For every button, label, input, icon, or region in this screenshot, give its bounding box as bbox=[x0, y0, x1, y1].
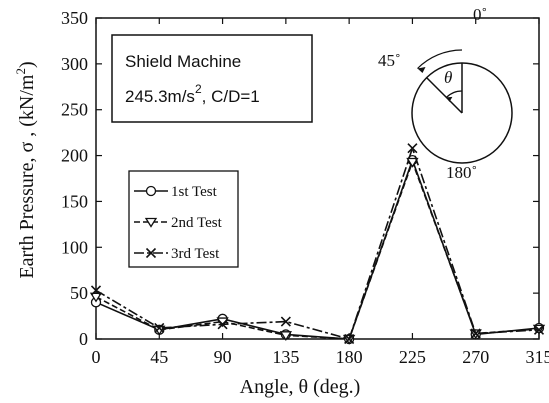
data-point bbox=[279, 331, 293, 342]
annotation-line-2: 245.3m/s2, C/D=1 bbox=[125, 82, 260, 106]
legend: 1st Test 2nd Test 3rd Test bbox=[128, 170, 239, 268]
legend-label: 1st Test bbox=[171, 184, 218, 200]
legend-marker bbox=[145, 247, 157, 259]
y-tick-label: 100 bbox=[61, 237, 88, 257]
data-point bbox=[154, 322, 165, 334]
x-tick-label: 270 bbox=[462, 347, 489, 367]
inset-outer-arrow-head bbox=[417, 67, 426, 73]
y-tick-label: 300 bbox=[61, 54, 88, 74]
legend-item-3: 3rd Test bbox=[134, 246, 220, 262]
x-tick-label: 135 bbox=[272, 347, 299, 367]
data-point bbox=[280, 316, 291, 327]
data-point bbox=[217, 319, 228, 330]
data-point bbox=[344, 333, 355, 345]
y-axis-title-main: Earth Pressure, σ , (kN/m bbox=[16, 74, 38, 279]
data-point bbox=[407, 143, 418, 154]
x-tick-label: 225 bbox=[399, 347, 426, 367]
x-tick-label: 90 bbox=[214, 347, 232, 367]
legend-item-1: 1st Test bbox=[134, 184, 218, 200]
legend-marker bbox=[145, 185, 157, 197]
x-axis-title: Angle, θ (deg.) bbox=[240, 376, 361, 398]
legend-items: 1st Test 2nd Test 3rd Test bbox=[134, 184, 223, 262]
y-tick-label: 200 bbox=[61, 146, 88, 166]
inset-label-45: 45˚ bbox=[378, 51, 401, 70]
x-tick-label: 45 bbox=[150, 347, 168, 367]
inset-inner-arrow-head bbox=[446, 96, 453, 102]
y-axis-title-end: ) bbox=[16, 61, 38, 68]
x-tick-label: 0 bbox=[92, 347, 101, 367]
inset-inner-arrow-arc bbox=[445, 90, 463, 98]
x-tick-label: 180 bbox=[336, 347, 363, 367]
y-tick-label: 350 bbox=[61, 8, 88, 28]
annotation-box bbox=[111, 34, 313, 123]
legend-label: 2nd Test bbox=[171, 215, 223, 231]
inset-diagonal-radius bbox=[426, 77, 463, 114]
legend-label: 3rd Test bbox=[171, 246, 220, 262]
data-point bbox=[533, 324, 545, 335]
series-3 bbox=[90, 143, 545, 345]
inset-theta: θ bbox=[444, 68, 452, 87]
y-tick-label: 0 bbox=[79, 329, 88, 349]
inset-diagram: 0˚ 45˚ 180˚ θ bbox=[378, 5, 513, 182]
series-layer bbox=[89, 143, 546, 345]
y-tick-label: 150 bbox=[61, 191, 88, 211]
annotation-line-1: Shield Machine bbox=[125, 52, 241, 71]
annotation-line-2-end: , C/D=1 bbox=[202, 87, 260, 106]
inset-outer-arrow-arc bbox=[417, 49, 463, 69]
legend-item-2: 2nd Test bbox=[134, 215, 223, 231]
y-tick-label: 50 bbox=[70, 283, 88, 303]
data-point bbox=[470, 328, 481, 339]
x-tick-label: 315 bbox=[526, 347, 549, 367]
legend-marker bbox=[144, 217, 158, 228]
y-axis-title-sup: 2 bbox=[13, 68, 28, 75]
ticks: 0 45 90 135 180 225 270 315 0 50 100 150 200 250 300 35… bbox=[61, 8, 549, 367]
data-point bbox=[406, 157, 419, 168]
axes bbox=[95, 17, 540, 340]
annotation-line-2-sup: 2 bbox=[195, 82, 202, 96]
y-tick-label: 250 bbox=[61, 100, 88, 120]
plot-frame bbox=[95, 17, 540, 340]
data-point bbox=[90, 285, 102, 296]
inset-label-0: 0˚ bbox=[473, 5, 487, 24]
y-axis-title: Earth Pressure, σ , (kN/m2) bbox=[13, 61, 38, 278]
series-line-3 bbox=[95, 145, 540, 340]
data-point bbox=[89, 292, 103, 303]
annotation-line-2-main: 245.3m/s bbox=[125, 87, 195, 106]
inset-label-180: 180˚ bbox=[446, 163, 477, 182]
